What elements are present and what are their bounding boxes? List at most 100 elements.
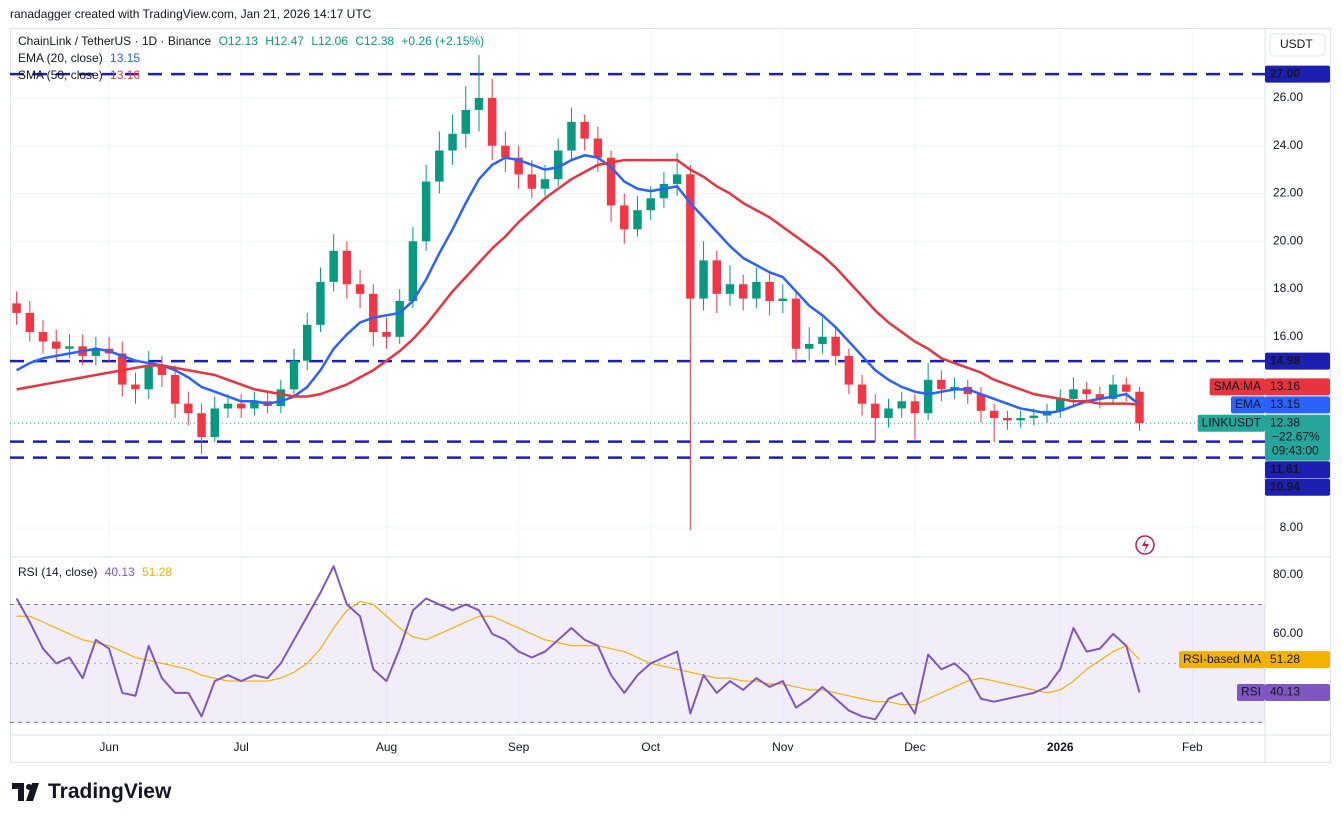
ohlc-close: C12.38	[355, 34, 395, 48]
candle-body	[633, 210, 642, 230]
candle-body	[871, 403, 880, 419]
candle-body	[752, 281, 761, 299]
candle-body	[236, 403, 246, 409]
candle-body	[289, 360, 299, 390]
candle-body	[659, 183, 669, 199]
candle-body	[672, 174, 682, 184]
x-tick-label: 2026	[1047, 740, 1074, 754]
indicator-tag	[1265, 396, 1330, 414]
candle-body	[435, 150, 444, 182]
candle-body	[1122, 384, 1131, 392]
candle-body	[580, 121, 589, 139]
sma-name: SMA (50, close)	[18, 68, 103, 82]
candle-body	[844, 355, 854, 385]
currency-box	[1269, 33, 1326, 57]
sma-legend: SMA (50, close) 13.16	[18, 67, 144, 84]
x-tick-label: Feb	[1182, 740, 1203, 754]
currency-label: USDT	[1280, 37, 1313, 51]
candle-body	[857, 384, 867, 404]
candle-body	[514, 157, 523, 175]
rsi-tag-value: 51.28	[1270, 652, 1300, 666]
y-tick-label: 16.00	[1273, 329, 1303, 343]
candle-body	[210, 408, 219, 438]
rsi-tag-name-box	[1236, 683, 1265, 701]
level-tag	[1265, 352, 1330, 370]
candle-body	[1082, 389, 1091, 395]
candle-body	[699, 260, 708, 299]
candle-body	[1069, 389, 1078, 399]
ema-name: EMA (20, close)	[18, 51, 103, 65]
alert-icon-bolt	[1142, 539, 1149, 552]
candle-body	[1056, 398, 1065, 411]
candle-body	[487, 97, 497, 146]
ohlc-low: L12.06	[311, 34, 349, 48]
candle-body	[38, 332, 48, 342]
rsi-tag-name: RSI-based MA	[1183, 652, 1261, 666]
level-tag	[1265, 478, 1330, 496]
logo: TradingView	[12, 780, 171, 804]
last-price-name: LINKUSDT	[1202, 415, 1262, 429]
ohlc-open: O12.13	[218, 34, 258, 48]
indicator-tag-name-box	[1230, 396, 1265, 414]
level-tag-label: 14.98	[1270, 353, 1300, 367]
candle-body	[989, 410, 999, 419]
indicator-tag-name-box	[1209, 378, 1265, 396]
candle-body	[1003, 418, 1012, 421]
candle-body	[12, 303, 21, 313]
symbol-title: ChainLink / TetherUS · 1D · Binance	[18, 34, 212, 48]
candle-body	[818, 336, 827, 344]
candle-body	[144, 365, 153, 390]
indicator-tag-name: SMA:MA	[1214, 379, 1261, 393]
candle-body	[448, 133, 457, 151]
candle-body	[461, 109, 470, 134]
indicator-tag-name: EMA	[1235, 397, 1261, 411]
rsi-ma-value: 51.28	[142, 565, 173, 579]
candle-body	[382, 332, 391, 337]
x-tick-label: Jul	[234, 740, 249, 754]
ema-value: 13.15	[110, 51, 141, 65]
y-tick-label: 22.00	[1273, 186, 1303, 200]
alert-icon	[1135, 535, 1155, 555]
candle-body	[593, 138, 603, 158]
candle-body	[157, 365, 167, 376]
candle-body	[897, 401, 906, 409]
level-tag-label: 11.61	[1270, 462, 1300, 476]
candle-body	[646, 198, 655, 211]
y-tick-label: 8.00	[1280, 520, 1304, 534]
rsi-title: RSI (14, close)	[18, 565, 98, 579]
candle-body	[276, 389, 286, 407]
candle-body	[976, 394, 986, 411]
x-tick-label: Nov	[772, 740, 793, 754]
rsi-tag-name-box	[1178, 651, 1265, 669]
y-tick-label: 20.00	[1273, 233, 1303, 247]
candle-body	[567, 121, 576, 151]
candle-body	[765, 281, 774, 301]
price-legend: ChainLink / TetherUS · 1D · Binance O12.…	[18, 33, 488, 50]
candle-body	[421, 181, 431, 242]
rsi-tag	[1265, 651, 1330, 669]
y-tick-label: 26.00	[1273, 90, 1303, 104]
candle-body	[369, 293, 378, 333]
level-tag-label: 10.94	[1270, 479, 1300, 493]
sma-value: 13.16	[110, 68, 141, 82]
last-price-change: −22.67%	[1272, 429, 1320, 443]
last-price-value: 12.38	[1270, 415, 1300, 429]
x-tick-label: Oct	[641, 740, 660, 754]
candle-body	[884, 408, 893, 419]
candle-body	[355, 284, 365, 294]
candle-body	[805, 343, 814, 349]
attribution: ranadagger created with TradingView.com,…	[10, 7, 372, 21]
candle-body	[91, 348, 101, 356]
rsi-legend: RSI (14, close) 40.13 51.28	[18, 564, 176, 581]
candle-body	[329, 250, 338, 282]
candle-body	[791, 298, 801, 349]
x-tick-label: Sep	[508, 740, 530, 754]
candle-body	[501, 145, 510, 158]
indicator-tag-value: 13.16	[1270, 379, 1300, 393]
candle-body	[1108, 384, 1118, 399]
level-tag-label: 27.00	[1270, 66, 1300, 80]
indicator-line	[16, 154, 1141, 415]
ohlc-change: +0.26 (+2.15%)	[401, 34, 485, 48]
candle-body	[738, 284, 748, 299]
